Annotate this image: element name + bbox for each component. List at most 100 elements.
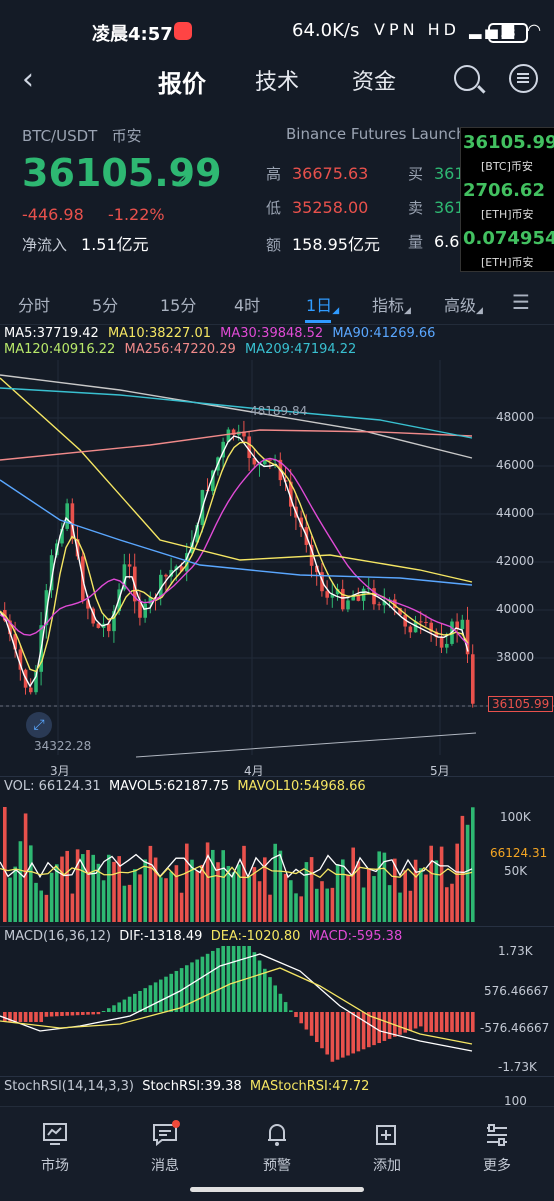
indicator-line [0, 429, 473, 461]
tf-advanced-label: 高级 [444, 296, 477, 315]
macd-axis-label: -1.73K [498, 1060, 537, 1074]
macd-bar [174, 970, 179, 1012]
candlestick-chart[interactable] [0, 360, 554, 780]
tf-timeshare[interactable]: 分时 [18, 296, 51, 315]
stat-high-value: 36675.63 [292, 164, 369, 183]
macd-bar [190, 962, 194, 1012]
macd-chart[interactable] [0, 946, 554, 1076]
tab-quote[interactable]: 报价 [158, 70, 206, 98]
candle-body [330, 594, 335, 598]
macd-bar [216, 948, 220, 1012]
volume-bar [445, 887, 449, 922]
price-axis-label: 48000 [496, 410, 535, 424]
candle-body [372, 588, 376, 605]
candle-body [408, 626, 413, 633]
widget-btc-price: 36105.99 [463, 132, 554, 153]
macd-bar [315, 1012, 319, 1042]
macd-bar [283, 1002, 288, 1012]
nav-add[interactable]: 添加 [352, 1119, 422, 1175]
macd-bar [413, 1012, 418, 1029]
macd-bar [424, 1012, 428, 1032]
candle-body [445, 643, 449, 648]
tab-technical[interactable]: 技术 [255, 70, 300, 95]
nav-more-label: 更多 [483, 1158, 511, 1174]
status-time: 凌晨4:57 [92, 24, 173, 45]
stat-high: 高 36675.63 [266, 163, 368, 184]
tf-advanced[interactable]: 高级◢ [444, 292, 483, 316]
tf-15m[interactable]: 15分 [160, 296, 197, 315]
nav-market[interactable]: 市场 [20, 1119, 90, 1175]
nav-alerts[interactable]: 预警 [242, 1119, 312, 1175]
chart-settings-icon[interactable]: ☰ [512, 290, 530, 314]
macd-bar [148, 985, 153, 1012]
volume-tag: 66124.31 [488, 846, 550, 860]
stat-amount-value: 158.95亿元 [292, 235, 380, 254]
widget-ethbtc-price: 0.074954 [463, 228, 554, 249]
net-inflow-value: 1.51亿元 [81, 235, 149, 254]
macd-legend-item: DIF:-1318.49 [119, 929, 203, 944]
candle-body [211, 470, 215, 492]
dropdown-icon: ◢ [404, 306, 411, 316]
volume-bar [169, 871, 173, 922]
macd-bar [320, 1012, 324, 1049]
candle-body [455, 621, 459, 630]
volume-bar [372, 876, 376, 922]
volume-bar [346, 875, 350, 922]
candle-body [122, 564, 127, 590]
macd-bar [13, 1012, 17, 1022]
nav-messages[interactable]: 消息 [130, 1119, 200, 1175]
stat-sell: 卖 361 [408, 197, 465, 218]
back-icon[interactable]: ‹ [22, 62, 34, 97]
ma-legend-item: MA209:47194.22 [244, 342, 357, 357]
macd-bar [211, 950, 215, 1012]
last-price: 36105.99 [22, 151, 222, 195]
macd-bar [361, 1012, 366, 1050]
candle-body [148, 597, 153, 604]
tf-indicators[interactable]: 指标◢ [372, 292, 411, 316]
candle-body [221, 441, 225, 458]
stat-low-label: 低 [266, 199, 282, 217]
stoch-legend-item: MAStochRSI:47.72 [249, 1079, 370, 1094]
candle-body [91, 608, 95, 624]
candle-body [86, 600, 90, 609]
indicator-line [0, 479, 473, 586]
macd-bar [294, 1012, 298, 1018]
tf-5m[interactable]: 5分 [92, 296, 119, 315]
volume-bar [190, 859, 194, 922]
tf-4h[interactable]: 4时 [234, 296, 261, 315]
nav-more[interactable]: 更多 [462, 1119, 532, 1175]
volume-bar [179, 892, 184, 922]
stat-amount-label: 额 [266, 236, 282, 254]
chart-monitor-icon [40, 1119, 70, 1149]
volume-bar [86, 850, 90, 922]
volume-chart[interactable] [0, 796, 554, 926]
tf-1d[interactable]: 1日◢ [306, 292, 339, 316]
macd-bar [91, 1012, 95, 1015]
indicator-line [0, 374, 473, 459]
price-widget[interactable]: 36105.99 [BTC]币安 2706.62 [ETH]币安 0.07495… [460, 127, 554, 272]
menu-icon[interactable] [509, 64, 538, 93]
add-icon [372, 1119, 402, 1149]
volume-bar [8, 877, 12, 922]
volume-bar [70, 893, 75, 922]
volume-bar [200, 864, 205, 922]
candle-body [351, 594, 355, 601]
tab-funds[interactable]: 资金 [352, 70, 397, 95]
volume-bar [127, 884, 132, 922]
ma-legend-item: MA5:37719.42 [4, 326, 99, 341]
volume-bar [278, 850, 283, 922]
volume-bar [450, 883, 454, 922]
volume-bar [403, 870, 407, 922]
volume-bar [143, 859, 147, 922]
volume-bar [429, 845, 433, 922]
macd-bar [200, 956, 205, 1012]
expand-icon[interactable]: ⤢ [26, 712, 52, 738]
candle-body [403, 614, 407, 627]
volume-bar [205, 842, 210, 922]
search-icon[interactable] [454, 65, 480, 91]
stat-sell-value: 361 [434, 198, 465, 217]
volume-bar [148, 845, 153, 922]
candle-body [169, 569, 173, 577]
volume-bar [195, 871, 199, 922]
candle-body [231, 429, 236, 435]
